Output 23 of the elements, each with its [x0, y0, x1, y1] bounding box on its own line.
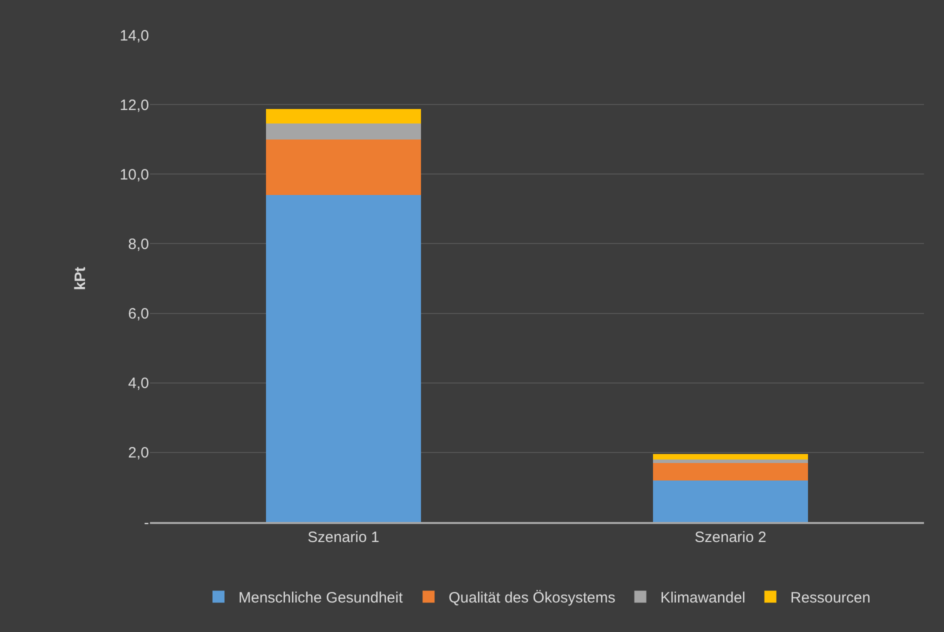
- y-tick-label: -: [144, 514, 149, 532]
- bar: [653, 462, 808, 480]
- y-tick-label: 10,0: [120, 166, 149, 184]
- y-tick-label: 4,0: [128, 375, 149, 392]
- y-tick-label: 12,0: [120, 96, 149, 114]
- legend-label: Ressourcen: [790, 590, 870, 607]
- bar: [653, 454, 808, 460]
- bar: [266, 139, 421, 196]
- legend-label: Menschliche Gesundheit: [238, 590, 404, 607]
- bar: [266, 124, 421, 140]
- x-tick-label: Szenario 1: [308, 529, 380, 546]
- y-axis-title: kPt: [72, 266, 90, 290]
- legend-label: Qualität des Ökosystems: [448, 590, 616, 607]
- bar: [653, 459, 808, 463]
- bar: [266, 195, 421, 522]
- bar: [653, 480, 808, 522]
- y-tick-label: 6,0: [128, 306, 149, 323]
- legend-label: Klimawandel: [660, 590, 746, 607]
- bar: [266, 109, 421, 124]
- x-tick-label: Szenario 2: [694, 529, 766, 546]
- y-tick-label: 14,0: [120, 27, 149, 44]
- y-tick-label: 8,0: [128, 236, 149, 253]
- y-tick-label: 2,0: [128, 444, 149, 462]
